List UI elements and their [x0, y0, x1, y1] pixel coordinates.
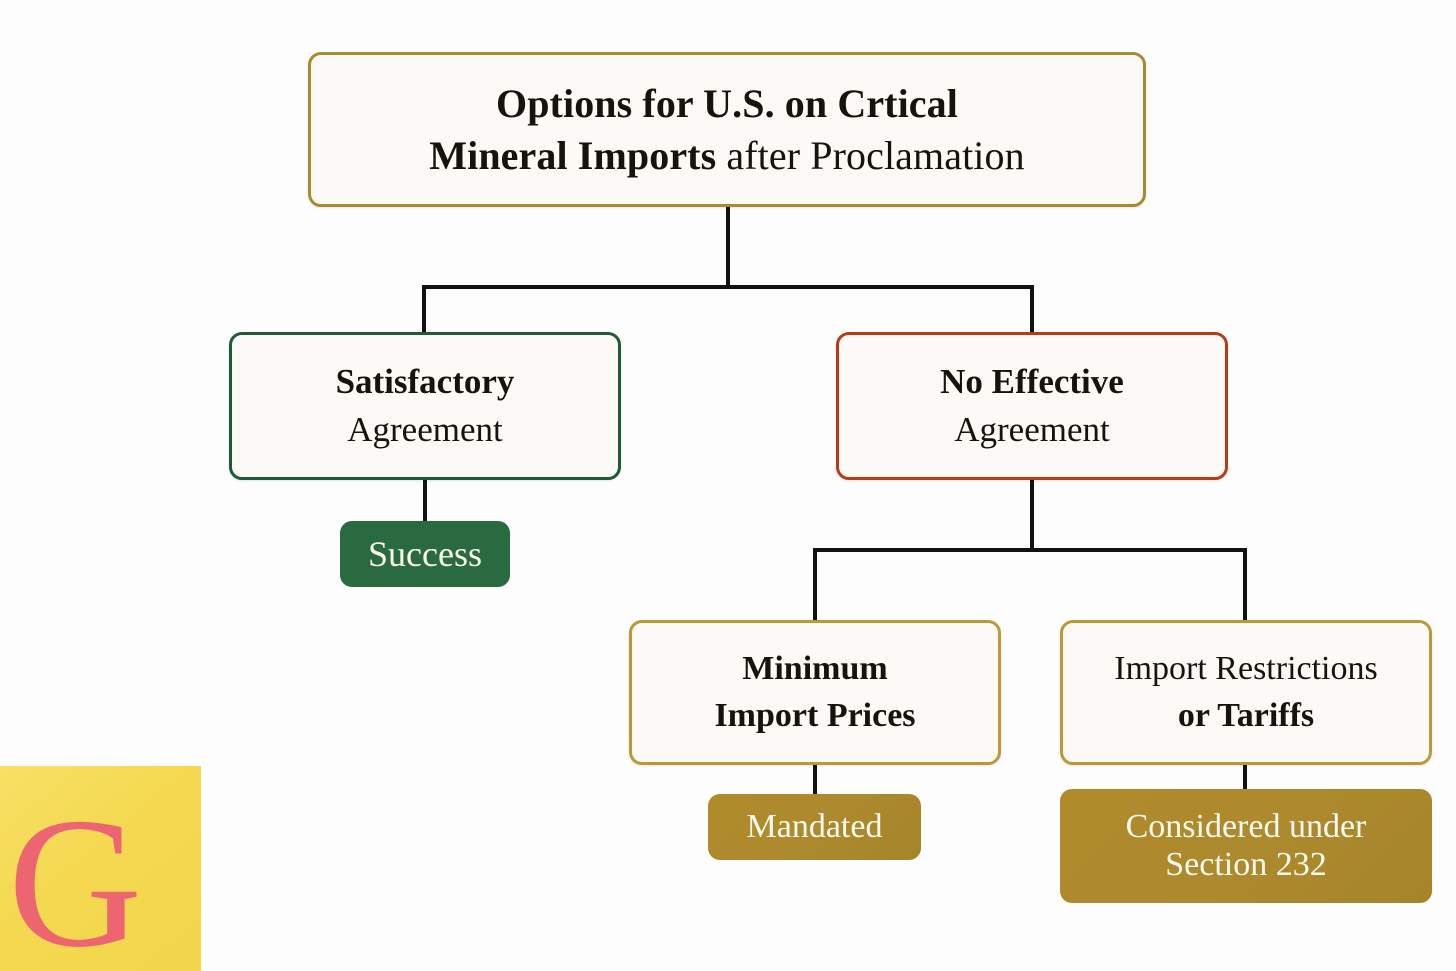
connector-restrictions-to-section232 — [1243, 763, 1247, 791]
connector-satisfactory-to-success — [423, 478, 427, 523]
outcome-mandated[interactable]: Mandated — [708, 794, 921, 860]
outcome-mandated-label: Mandated — [746, 807, 883, 845]
node-root-line2-regular: after Proclamation — [716, 132, 1025, 178]
node-root-line2-bold: Mineral Imports — [429, 132, 717, 178]
connector-to-satisfactory — [422, 285, 426, 334]
connector-to-import-restrictions — [1243, 548, 1247, 622]
node-satisfactory-line1: Satisfactory — [335, 362, 515, 402]
node-minimum-import-prices-line2: Import Prices — [714, 696, 916, 734]
outcome-success[interactable]: Success — [340, 521, 510, 587]
connector-level2-bar — [813, 548, 1247, 552]
node-root-line1: Options for U.S. on Crtical — [496, 80, 958, 126]
node-satisfactory-agreement[interactable]: Satisfactory Agreement — [229, 332, 621, 480]
outcome-success-label: Success — [368, 533, 482, 574]
outcome-section-232-line1: Considered under — [1125, 807, 1367, 845]
node-minimum-import-prices[interactable]: Minimum Import Prices — [629, 620, 1001, 765]
connector-level1-bar — [422, 285, 1034, 289]
logo-letter-g: G — [8, 780, 143, 971]
node-satisfactory-line2: Agreement — [347, 410, 503, 449]
node-minimum-import-prices-line1: Minimum — [742, 649, 888, 687]
node-no-effective-agreement[interactable]: No Effective Agreement — [836, 332, 1228, 480]
outcome-section-232[interactable]: Considered under Section 232 — [1060, 789, 1432, 903]
node-import-restrictions-line2: or Tariffs — [1177, 696, 1315, 734]
node-import-restrictions-line1: Import Restrictions — [1114, 649, 1378, 687]
connector-to-minimum-import-prices — [813, 548, 817, 622]
node-no-effective-line2: Agreement — [954, 410, 1110, 449]
node-import-restrictions-or-tariffs[interactable]: Import Restrictions or Tariffs — [1060, 620, 1432, 765]
connector-to-no-effective — [1030, 285, 1034, 334]
node-root-line2: Mineral Imports after Proclamation — [429, 130, 1024, 182]
connector-no-effective-stem — [1030, 478, 1034, 550]
node-root-options[interactable]: Options for U.S. on Crtical Mineral Impo… — [308, 52, 1146, 207]
connector-root-stem — [726, 205, 730, 287]
brand-logo[interactable]: G — [0, 766, 201, 971]
outcome-section-232-line2: Section 232 — [1165, 846, 1327, 883]
connector-minimum-prices-to-mandated — [813, 763, 817, 796]
node-no-effective-line1: No Effective — [940, 362, 1124, 402]
